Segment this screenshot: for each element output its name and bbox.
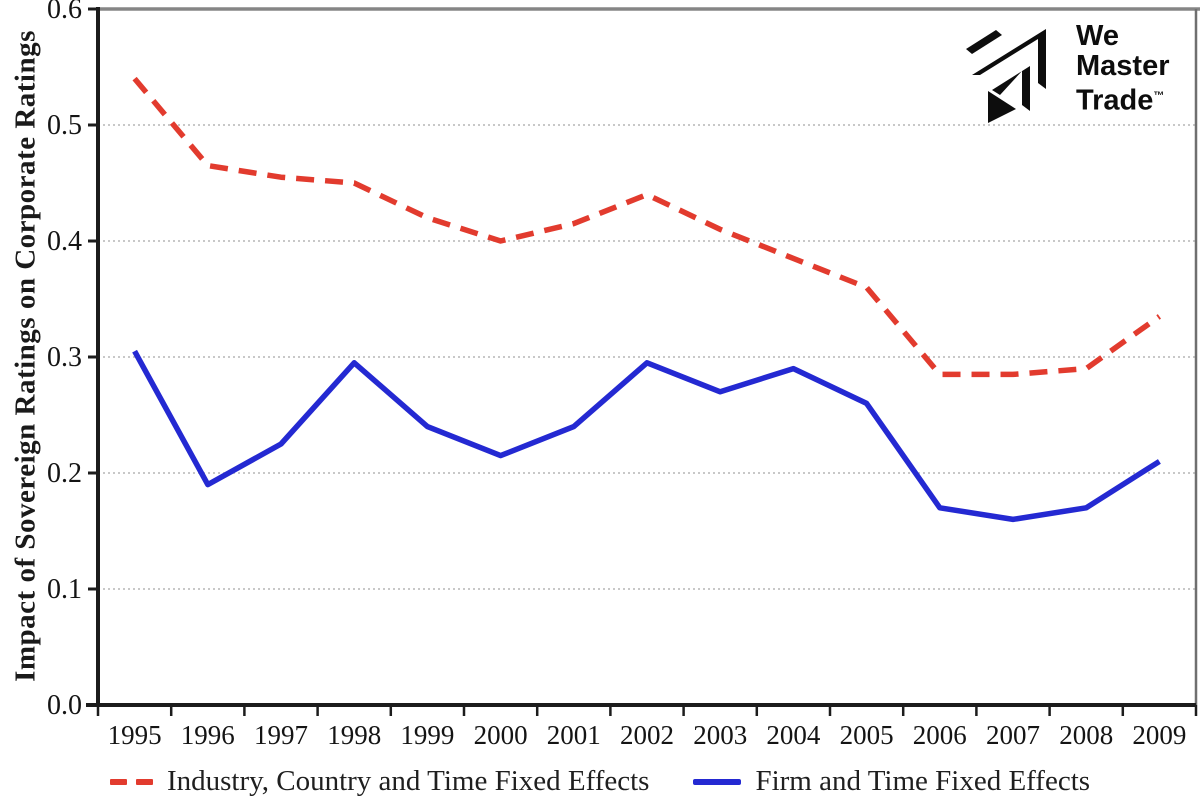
x-tick-label: 2009 <box>1132 720 1186 750</box>
logo-text: We Master Trade™ <box>1076 19 1170 117</box>
x-tick-label: 2000 <box>474 720 528 750</box>
y-tick-label: 0.6 <box>47 0 82 25</box>
trademark-symbol: ™ <box>1153 89 1165 102</box>
x-tick-label: 2001 <box>547 720 601 750</box>
chart-legend: Industry, Country and Time Fixed Effects… <box>0 763 1200 800</box>
watermark-logo: We Master Trade™ <box>958 12 1190 124</box>
triple-chevron-arrow-icon <box>966 29 1046 123</box>
x-tick-label: 2003 <box>693 720 747 750</box>
series-line-dashed <box>132 76 1161 378</box>
red-dashed-line-swatch <box>109 778 153 785</box>
legend-item-firm-time: Firm and Time Fixed Effects <box>693 765 1090 798</box>
x-tick-label: 1996 <box>181 720 235 750</box>
series-line-solid <box>132 349 1161 523</box>
x-tick-label: 1997 <box>254 720 308 750</box>
legend-label: Firm and Time Fixed Effects <box>755 765 1091 797</box>
x-tick-label: 1999 <box>400 720 454 750</box>
y-tick-label: 0.2 <box>47 458 82 489</box>
x-tick-label: 2005 <box>840 720 894 750</box>
x-tick-label: 2006 <box>913 720 967 750</box>
y-tick-label: 0.5 <box>47 110 82 141</box>
y-axis-label: Impact of Sovereign Ratings on Corporate… <box>9 30 42 682</box>
x-tick-label: 1995 <box>108 720 162 750</box>
y-tick-label: 0.4 <box>47 226 82 257</box>
x-tick-label: 2008 <box>1059 720 1113 750</box>
y-tick-label: 0.0 <box>47 690 82 721</box>
blue-solid-line-swatch <box>693 778 742 785</box>
x-tick-label: 2004 <box>766 720 821 750</box>
x-tick-label: 1998 <box>327 720 381 750</box>
legend-item-industry-country-time: Industry, Country and Time Fixed Effects <box>109 765 650 798</box>
x-tick-label: 2007 <box>986 720 1040 750</box>
x-tick-label: 2002 <box>620 720 674 750</box>
y-tick-label: 0.1 <box>47 574 82 605</box>
legend-label: Industry, Country and Time Fixed Effects <box>166 765 650 797</box>
y-tick-label: 0.3 <box>47 342 82 373</box>
